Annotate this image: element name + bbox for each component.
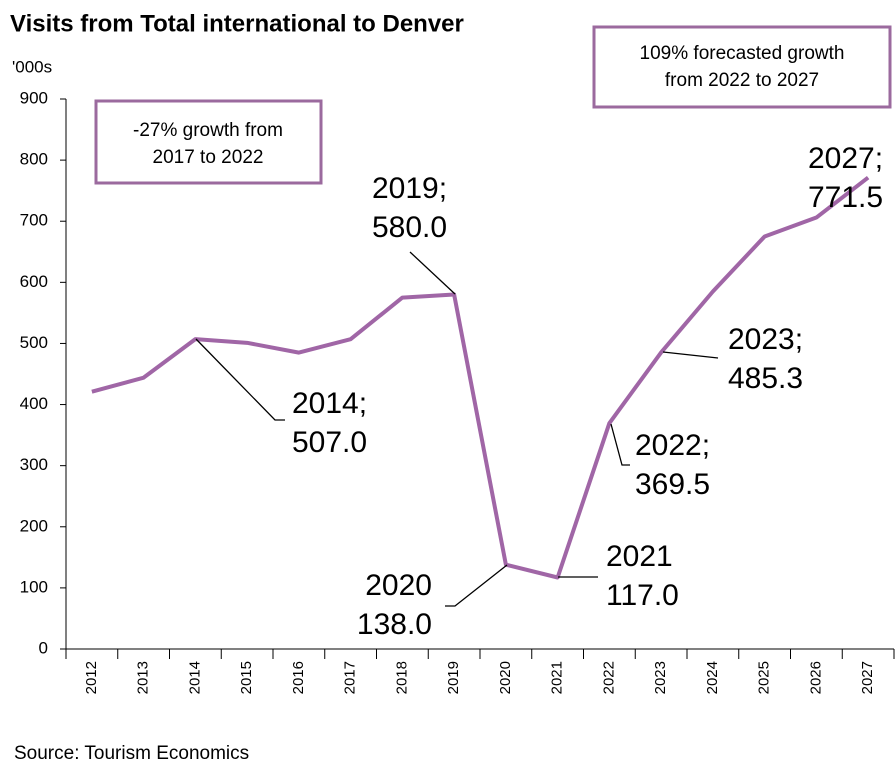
data-label: 117.0	[606, 579, 679, 612]
y-tick-label: 900	[20, 88, 48, 107]
data-label-head: 2021	[606, 540, 673, 573]
x-tick-label: 2016	[290, 661, 307, 694]
data-label-head: 2019;	[372, 172, 447, 205]
data-label-head: 2020	[365, 569, 432, 602]
x-tick-label: 2018	[393, 661, 410, 694]
leader-line	[409, 251, 456, 295]
source: Source: Tourism Economics	[14, 743, 249, 764]
y-tick-label: 600	[20, 272, 48, 291]
x-tick-label: 2015	[238, 661, 255, 694]
x-tick-label: 2021	[549, 661, 566, 694]
data-label: 138.0	[357, 608, 432, 641]
data-label: 507.0	[292, 426, 367, 459]
x-tick-label: 2026	[807, 661, 824, 694]
annotation: from 2022 to 2027	[665, 70, 819, 91]
leader-line	[195, 338, 285, 421]
data-label-head: 2014;	[292, 387, 367, 420]
annotation: 2017 to 2022	[153, 147, 264, 168]
data-label-head: 2023;	[728, 323, 803, 356]
x-tick-label: 2012	[83, 661, 100, 694]
data-label: 485.3	[728, 362, 803, 395]
x-tick-label: 2017	[342, 661, 359, 694]
y-tick-label: 200	[20, 516, 48, 535]
y-unit: '000s	[12, 57, 52, 76]
data-label-head: 2027;	[808, 142, 883, 175]
y-tick-label: 700	[20, 211, 48, 230]
x-tick-label: 2023	[652, 661, 669, 694]
annotation: 109% forecasted growth	[640, 43, 845, 64]
y-tick-label: 400	[20, 394, 48, 413]
leader-line	[610, 423, 630, 466]
x-tick-label: 2013	[135, 661, 152, 694]
y-tick-label: 100	[20, 577, 48, 596]
chart-title: Visits from Total international to Denve…	[10, 10, 464, 37]
x-tick-label: 2020	[497, 661, 514, 694]
y-tick-label: 0	[39, 638, 48, 657]
x-tick-label: 2025	[756, 661, 773, 694]
x-tick-label: 2019	[445, 661, 462, 694]
leader-line	[445, 564, 508, 607]
line	[91, 175, 870, 580]
x-tick-label: 2027	[859, 661, 876, 694]
data-label: 369.5	[635, 468, 710, 501]
data-label: 580.0	[372, 211, 447, 244]
leader-line	[662, 351, 719, 359]
data-label: 771.5	[808, 181, 883, 214]
x-tick-label: 2022	[600, 661, 617, 694]
x-tick-label: 2014	[186, 661, 203, 694]
annotation-box	[592, 25, 892, 109]
annotation: -27% growth from	[133, 120, 283, 141]
x-tick-label: 2024	[704, 661, 721, 694]
data-label-head: 2022;	[635, 429, 710, 462]
y-tick-label: 500	[20, 333, 48, 352]
y-tick-label: 800	[20, 150, 48, 169]
annotation-box	[94, 99, 323, 185]
y-tick-label: 300	[20, 455, 48, 474]
